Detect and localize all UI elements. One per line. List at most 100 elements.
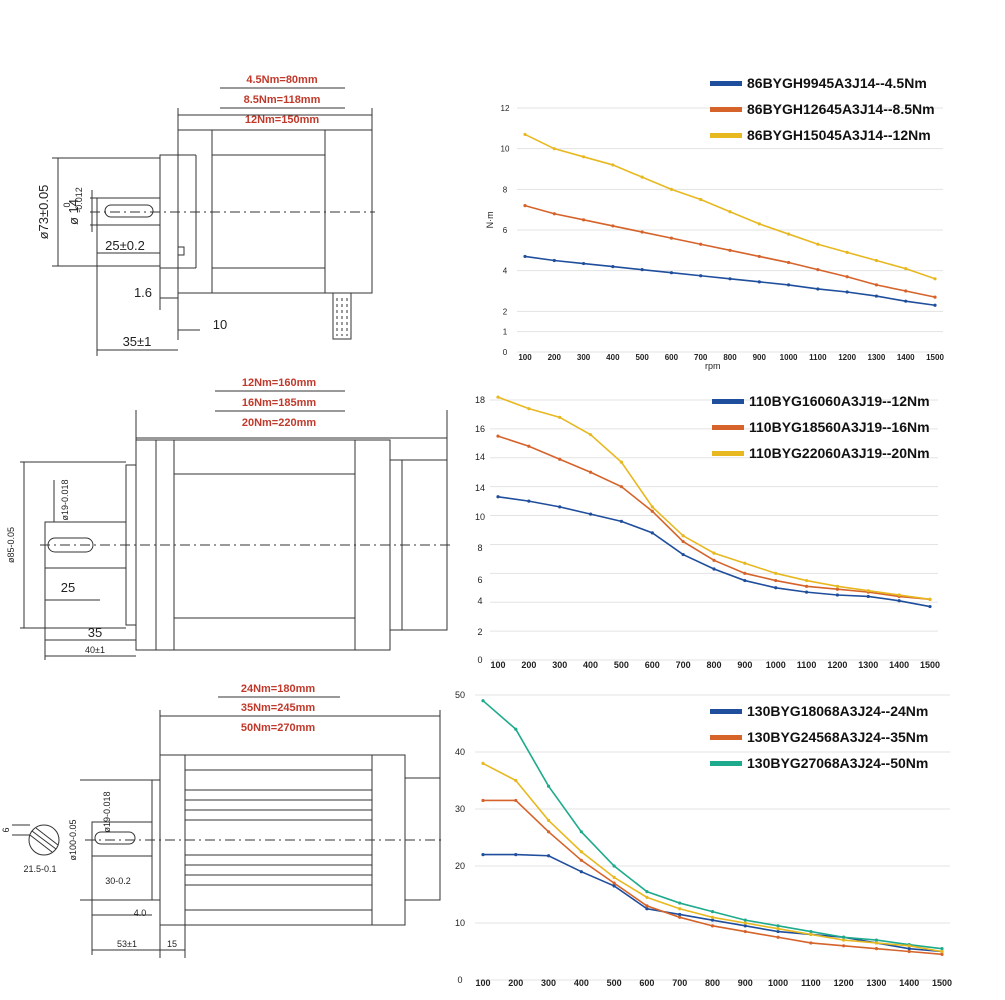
data-point xyxy=(514,727,518,731)
flange-dim: 35 xyxy=(88,625,102,640)
legend-swatch xyxy=(710,133,742,138)
length-label: 24Nm=180mm xyxy=(241,683,316,695)
y-tick-label: 10 xyxy=(455,918,465,928)
data-point xyxy=(933,277,937,281)
data-point xyxy=(897,599,901,603)
data-point xyxy=(552,147,556,151)
data-point xyxy=(757,254,761,259)
data-point xyxy=(588,470,593,474)
data-point xyxy=(774,578,778,583)
diameter-dim: ø100-0.05 xyxy=(68,819,78,860)
data-point xyxy=(845,290,849,294)
x-tick-label: 600 xyxy=(665,353,679,362)
y-tick-label: 2 xyxy=(503,307,508,316)
legend-label: 86BYGH15045A3J14--12Nm xyxy=(747,127,931,143)
data-point xyxy=(581,218,586,222)
data-point xyxy=(640,268,644,272)
data-point xyxy=(611,265,615,269)
y-tick-label: 20 xyxy=(455,861,465,871)
flange-dim: 1.6 xyxy=(134,285,152,300)
x-tick-label: 400 xyxy=(583,660,598,670)
x-tick-label: 900 xyxy=(753,353,767,362)
length-label: 16Nm=185mm xyxy=(242,397,317,409)
x-tick-label: 1100 xyxy=(797,660,817,670)
data-point xyxy=(904,299,908,303)
data-point xyxy=(897,593,901,597)
x-axis-label: rpm xyxy=(705,361,721,371)
data-point xyxy=(496,395,500,399)
legend-label: 110BYG18560A3J19--16Nm xyxy=(749,419,930,435)
data-point xyxy=(481,853,485,857)
motor-drawing-130 xyxy=(12,710,445,958)
data-point xyxy=(904,289,908,293)
data-point xyxy=(546,784,551,788)
data-point xyxy=(678,907,682,911)
data-point xyxy=(845,275,849,279)
y-tick-label: 8 xyxy=(503,185,508,194)
data-point xyxy=(728,210,732,214)
x-tick-label: 1400 xyxy=(889,660,909,670)
data-point xyxy=(523,204,527,208)
data-point xyxy=(558,415,562,419)
y-tick-label: 6 xyxy=(503,226,508,235)
data-point xyxy=(558,505,562,509)
data-point xyxy=(514,853,518,857)
x-tick-label: 1300 xyxy=(868,353,886,362)
x-tick-label: 1000 xyxy=(780,353,798,362)
data-point xyxy=(612,881,616,885)
data-point xyxy=(527,444,531,448)
x-tick-label: 900 xyxy=(738,978,753,988)
data-point xyxy=(678,912,682,917)
y-tick-label: 0 xyxy=(477,655,482,665)
y-tick-label: 0 xyxy=(457,975,462,985)
x-tick-label: 200 xyxy=(508,978,523,988)
data-point xyxy=(933,303,937,307)
legend-label: 130BYG24568A3J24--35Nm xyxy=(747,729,928,745)
data-point xyxy=(681,534,685,538)
x-tick-label: 1200 xyxy=(834,978,854,988)
x-tick-label: 600 xyxy=(639,978,654,988)
data-point xyxy=(481,798,485,803)
data-point xyxy=(710,918,715,922)
legend-label: 86BYGH9945A3J14--4.5Nm xyxy=(747,75,927,91)
data-point xyxy=(640,230,644,234)
legend-swatch xyxy=(710,107,742,112)
y-tick-label: 1 xyxy=(503,328,508,337)
x-tick-label: 1200 xyxy=(838,353,856,362)
data-point xyxy=(786,283,791,287)
data-point xyxy=(640,175,644,179)
data-point xyxy=(681,552,685,557)
y-tick-label: 6 xyxy=(477,575,482,585)
y-tick-label: 50 xyxy=(455,690,465,700)
data-point xyxy=(612,875,616,880)
diameter-dim: ø73±0.05 xyxy=(36,185,51,240)
section-dim: 6 xyxy=(1,827,11,832)
data-point xyxy=(743,561,747,565)
data-point xyxy=(699,197,703,202)
data-point xyxy=(619,485,624,489)
data-point xyxy=(710,924,715,928)
data-point xyxy=(669,271,674,275)
x-tick-label: 800 xyxy=(705,978,720,988)
data-point xyxy=(481,761,485,766)
shaft-length-dim: 35±1 xyxy=(123,334,152,349)
data-point xyxy=(514,778,518,783)
data-point xyxy=(874,938,879,942)
data-point xyxy=(710,915,715,919)
x-tick-label: 400 xyxy=(606,353,620,362)
y-tick-label: 2 xyxy=(477,627,482,637)
series-line xyxy=(524,133,936,280)
data-point xyxy=(496,495,500,499)
y-tick-label: 10 xyxy=(501,145,510,154)
data-point xyxy=(874,258,879,263)
data-point xyxy=(712,558,716,562)
key-dim: 25 xyxy=(61,580,75,595)
x-tick-label: 1000 xyxy=(768,978,788,988)
data-point xyxy=(804,584,809,588)
torque-chart-110: 0 2 4 6 8 10 14 14 16 18 100 200 300 400 500 600 700 800 9… xyxy=(475,393,940,670)
data-point xyxy=(588,512,593,516)
data-point xyxy=(650,509,654,513)
data-point xyxy=(804,590,809,594)
